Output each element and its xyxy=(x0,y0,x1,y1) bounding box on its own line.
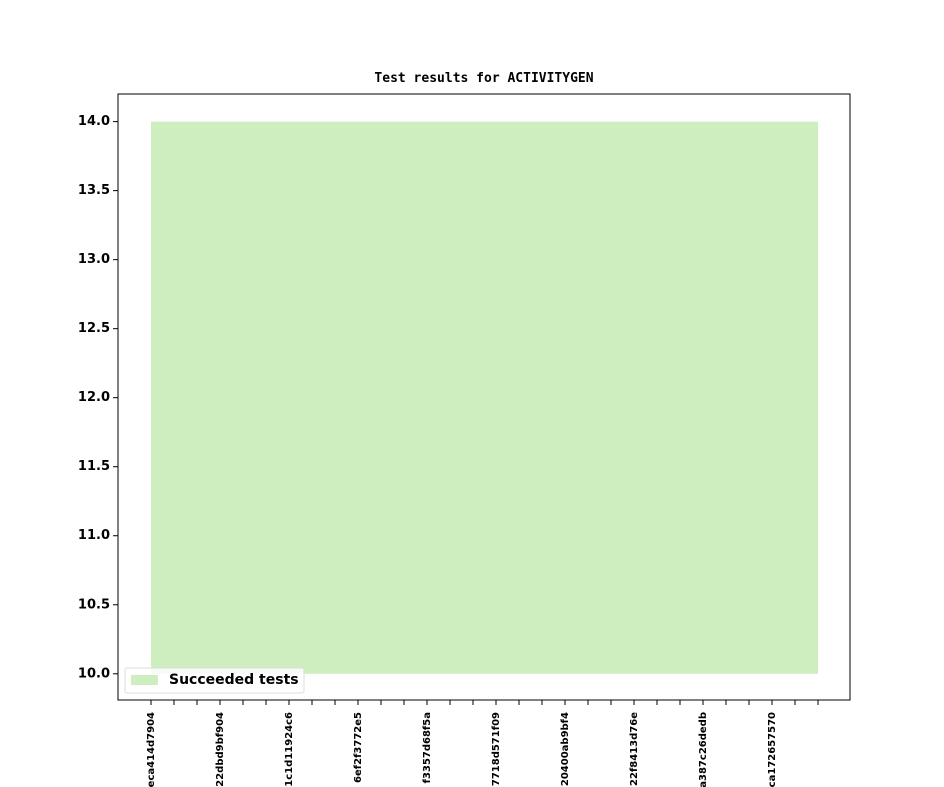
y-tick-label: 13.5 xyxy=(78,183,110,198)
legend-label: Succeeded tests xyxy=(169,672,299,688)
x-tick-label: 1c1d11924c6 xyxy=(284,712,295,787)
x-tick-label: ca172657570 xyxy=(767,712,778,787)
legend: Succeeded tests xyxy=(124,667,305,694)
y-tick-label: 10.0 xyxy=(78,666,110,681)
x-tick-label: 20400ab9bf4 xyxy=(560,712,571,786)
y-tick-label: 12.0 xyxy=(78,390,110,405)
y-tick-label: 11.5 xyxy=(78,459,110,474)
y-tick-label: 13.0 xyxy=(78,252,110,267)
x-tick-label: 22f8413d76e xyxy=(629,712,640,786)
y-tick-label: 10.5 xyxy=(78,597,110,612)
x-tick-label: f3357d68f5a xyxy=(422,712,433,783)
plot-frame xyxy=(117,93,851,701)
legend-box xyxy=(124,667,305,694)
x-tick-label: a387c26dedb xyxy=(698,712,709,787)
area xyxy=(151,121,818,674)
y-tick-label: 11.0 xyxy=(78,528,110,543)
chart-title: Test results for ACTIVITYGEN xyxy=(374,71,593,86)
x-tick-label: 6ef2f3772e5 xyxy=(353,712,364,783)
x-tick-label: eca414d7904 xyxy=(146,712,157,787)
y-tick-label: 14.0 xyxy=(78,114,110,129)
legend-swatch xyxy=(131,675,158,685)
x-tick-label: 22dbd9bf904 xyxy=(215,712,226,787)
y-tick-label: 12.5 xyxy=(78,321,110,336)
x-tick-label: 7718d571f09 xyxy=(491,712,502,786)
